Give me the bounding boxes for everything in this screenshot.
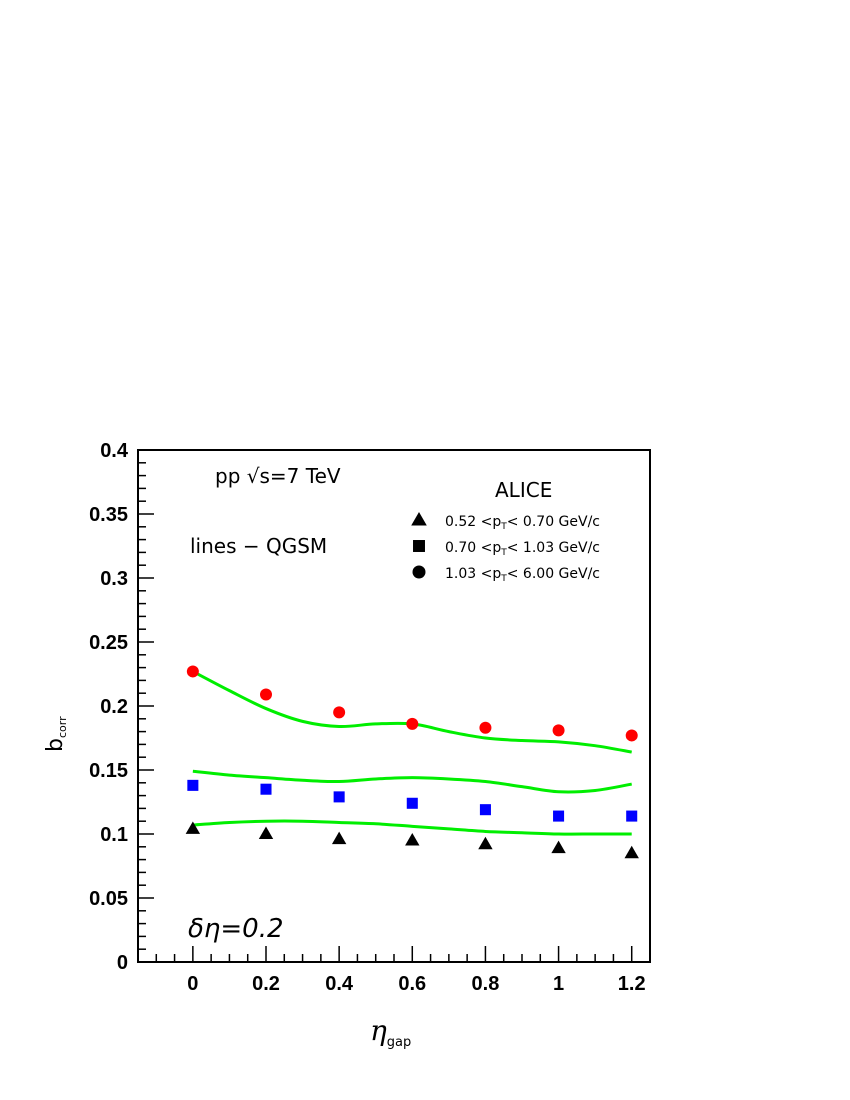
data-point-triangle bbox=[478, 836, 493, 850]
data-point-square bbox=[333, 791, 345, 803]
data-point-square bbox=[187, 779, 199, 791]
data-point-triangle bbox=[624, 845, 639, 859]
data-point-triangle bbox=[405, 832, 420, 846]
legend-label: 0.52 <pT< 0.70 GeV/c bbox=[445, 514, 600, 532]
annotation-model: lines − QGSM bbox=[190, 534, 327, 558]
legend-marker-circle bbox=[412, 565, 426, 579]
data-point-square bbox=[260, 783, 272, 795]
data-point-triangle bbox=[258, 826, 274, 840]
data-point-square bbox=[479, 804, 491, 816]
data-point-triangle bbox=[331, 831, 347, 845]
qgsm-line bbox=[192, 670, 632, 754]
model-lines bbox=[192, 670, 632, 836]
data-point-square bbox=[406, 797, 418, 809]
annotation-window: δη=0.2 bbox=[188, 914, 284, 944]
data-points bbox=[185, 665, 639, 859]
legend-marker-triangle bbox=[411, 511, 427, 526]
annotation-experiment: ALICE bbox=[495, 478, 552, 502]
legend: 0.52 <pT< 0.70 GeV/c 0.70 <pT< 1.03 GeV/c… bbox=[411, 511, 600, 584]
y-tick-label: 0 bbox=[117, 952, 128, 974]
data-point-circle bbox=[333, 706, 346, 719]
x-tick-label: 0.6 bbox=[398, 973, 426, 995]
y-tick-label: 0.3 bbox=[100, 568, 128, 590]
legend-marker-square bbox=[413, 540, 425, 552]
data-point-square bbox=[553, 810, 565, 822]
tick-labels: 0 0.2 0.4 0.6 0.8 1 1.2 0 0.05 0.1 0.15 0.2 0.25 0.3 0… bbox=[89, 440, 646, 995]
data-point-circle bbox=[406, 717, 419, 730]
axis-ticks bbox=[137, 449, 651, 963]
data-point-triangle bbox=[551, 840, 566, 854]
y-tick-label: 0.2 bbox=[100, 696, 128, 718]
x-axis-title: ηgap bbox=[370, 1014, 411, 1050]
y-tick-label: 0.35 bbox=[89, 504, 128, 526]
x-axis-title-sub: gap bbox=[387, 1035, 411, 1050]
y-tick-label: 0.15 bbox=[89, 760, 128, 782]
data-point-circle bbox=[186, 665, 199, 678]
y-tick-label: 0.4 bbox=[100, 440, 129, 462]
y-axis-title: bcorr bbox=[43, 716, 69, 752]
x-tick-label: 0.4 bbox=[325, 973, 354, 995]
data-point-circle bbox=[479, 721, 492, 734]
y-tick-label: 0.25 bbox=[89, 632, 128, 654]
data-point-square bbox=[626, 810, 638, 822]
x-tick-label: 0 bbox=[187, 973, 198, 995]
y-axis-title-sub: corr bbox=[56, 716, 69, 738]
legend-label: 0.70 <pT< 1.03 GeV/c bbox=[445, 540, 600, 558]
data-point-triangle bbox=[185, 821, 201, 834]
x-tick-label: 0.8 bbox=[472, 973, 500, 995]
x-tick-label: 0.2 bbox=[252, 973, 280, 995]
x-tick-label: 1.2 bbox=[618, 973, 646, 995]
y-tick-label: 0.05 bbox=[89, 888, 128, 910]
y-axis-title-main: b bbox=[43, 738, 68, 752]
qgsm-line bbox=[192, 819, 632, 836]
y-tick-label: 0.1 bbox=[100, 824, 128, 846]
qgsm-line bbox=[192, 769, 632, 794]
x-axis-title-main: η bbox=[370, 1014, 387, 1047]
x-tick-label: 1 bbox=[553, 973, 564, 995]
legend-label: 1.03 <pT< 6.00 GeV/c bbox=[445, 566, 600, 584]
data-point-circle bbox=[552, 724, 565, 737]
data-point-circle bbox=[260, 688, 272, 701]
data-point-circle bbox=[625, 729, 638, 742]
annotation-energy: pp √s=7 TeV bbox=[215, 464, 341, 488]
